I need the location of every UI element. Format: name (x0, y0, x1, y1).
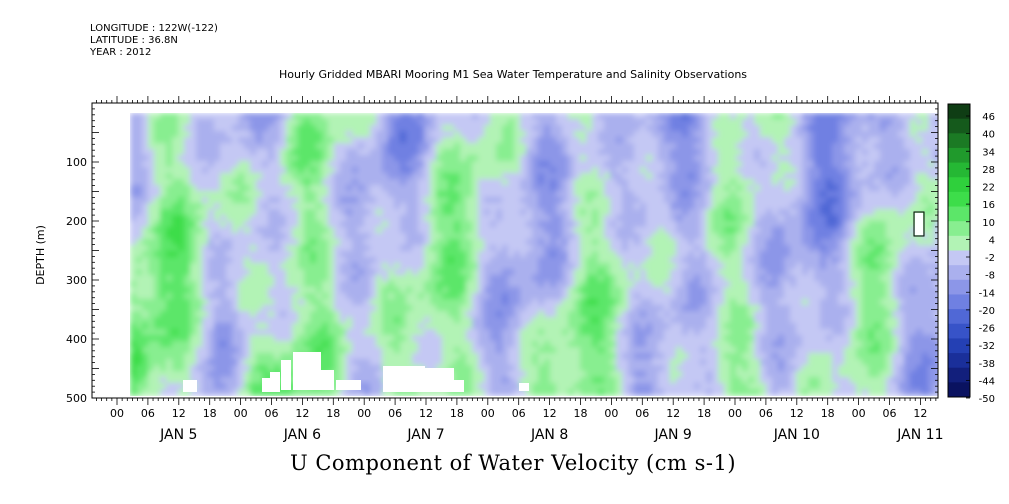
x-hour-tick-label: 18 (326, 407, 340, 420)
colorbar-segment (948, 118, 970, 134)
x-hour-tick-label: 12 (913, 407, 927, 420)
x-hour-tick-label: 00 (604, 407, 618, 420)
colorbar-label: 28 (982, 165, 995, 176)
x-day-label: JAN 7 (406, 427, 444, 443)
colorbar-label: -8 (985, 271, 995, 282)
x-hour-tick-label: 06 (512, 407, 526, 420)
colorbar-segment (948, 353, 970, 369)
colorbar-label: -2 (985, 253, 995, 264)
x-hour-tick-label: 18 (574, 407, 588, 420)
y-tick-label: 400 (66, 333, 87, 346)
x-day-label: JAN 11 (896, 427, 943, 443)
colorbar-label: -38 (979, 359, 995, 370)
colorbar-segment (948, 191, 970, 207)
x-hour-tick-label: 00 (110, 407, 124, 420)
x-hour-tick-label: 18 (450, 407, 464, 420)
colorbar-segment (948, 104, 970, 120)
year-label: YEAR : 2012 (90, 47, 152, 58)
x-day-label: JAN 9 (654, 427, 692, 443)
colorbar-segment (948, 367, 970, 383)
heatmap-cells (130, 113, 938, 396)
colorbar-label: 10 (982, 218, 995, 229)
colorbar-segment (948, 382, 970, 398)
x-hour-tick-label: 00 (728, 407, 742, 420)
x-hour-tick-label: 06 (635, 407, 649, 420)
heatmap-field (130, 113, 938, 396)
x-day-label: JAN 10 (773, 427, 820, 443)
y-tick-label: 300 (66, 274, 87, 287)
x-hour-tick-label: 06 (883, 407, 897, 420)
x-hour-tick-label: 12 (172, 407, 186, 420)
colorbar-segment (948, 309, 970, 325)
metadata-block: LONGITUDE : 122W(-122) LATITUDE : 36.8N … (90, 23, 218, 59)
colorbar-label: 4 (989, 235, 995, 246)
colorbar-label: -44 (979, 376, 995, 387)
colorbar-label: 16 (982, 200, 995, 211)
colorbar-label: -20 (979, 306, 995, 317)
colorbar-segment (948, 177, 970, 193)
y-axis-label: DEPTH (m) (34, 225, 47, 285)
x-hour-tick-label: 12 (666, 407, 680, 420)
colorbar-label: -50 (979, 394, 995, 405)
x-hour-tick-label: 12 (295, 407, 309, 420)
colorbar-segment (948, 279, 970, 295)
x-hour-tick-label: 18 (203, 407, 217, 420)
colorbar-segment (948, 338, 970, 354)
colorbar-label: 22 (982, 183, 995, 194)
x-hour-tick-label: 12 (419, 407, 433, 420)
x-hour-tick-label: 06 (759, 407, 773, 420)
x-hour-tick-label: 18 (821, 407, 835, 420)
y-tick-label: 500 (66, 392, 87, 405)
colorbar-segment (948, 235, 970, 251)
axis-ticks: 00 06 12 18 00 06 12 18 00 06 12 18 00 06 12 18 00 06 12 18… (66, 96, 944, 443)
colorbar-segment (948, 265, 970, 281)
latitude-label: LATITUDE : 36.8N (90, 35, 178, 46)
colorbar-label: -14 (979, 288, 995, 299)
x-day-label: JAN 5 (159, 427, 197, 443)
colorbar-label: -26 (979, 324, 995, 335)
missing-data-masks (183, 211, 925, 392)
x-hour-tick-label: 12 (790, 407, 804, 420)
x-day-label: JAN 8 (530, 427, 568, 443)
colorbar-label: 46 (982, 112, 995, 123)
x-hour-tick-label: 00 (234, 407, 248, 420)
colorbar-label: 40 (982, 130, 995, 141)
colorbar-segment (948, 294, 970, 310)
colorbar-segment (948, 250, 970, 266)
colorbar-label: 34 (982, 147, 995, 158)
variable-label: U Component of Water Velocity (cm s-1) (289, 451, 737, 475)
colorbar-segment (948, 206, 970, 222)
x-hour-tick-label: 06 (388, 407, 402, 420)
colorbar-segment (948, 221, 970, 237)
longitude-label: LONGITUDE : 122W(-122) (90, 23, 218, 34)
colorbar-segment (948, 147, 970, 163)
colorbar-label: -32 (979, 341, 995, 352)
x-hour-tick-label: 12 (543, 407, 557, 420)
colorbar-segment (948, 133, 970, 149)
chart-title: Hourly Gridded MBARI Mooring M1 Sea Wate… (278, 68, 748, 81)
colorbar-segment (948, 323, 970, 339)
x-hour-tick-label: 00 (357, 407, 371, 420)
x-hour-tick-label: 18 (697, 407, 711, 420)
y-tick-label: 200 (66, 215, 87, 228)
x-hour-tick-label: 00 (481, 407, 495, 420)
colorbar-legend: 46 40 34 28 22 16 10 4 -2 -8 -14 -20 -26 -32 -38 -44 -50 (947, 103, 995, 405)
x-hour-tick-label: 06 (265, 407, 279, 420)
x-hour-tick-label: 00 (852, 407, 866, 420)
y-tick-label: 100 (66, 156, 87, 169)
x-hour-tick-label: 06 (141, 407, 155, 420)
x-day-label: JAN 6 (283, 427, 321, 443)
colorbar-segment (948, 162, 970, 178)
